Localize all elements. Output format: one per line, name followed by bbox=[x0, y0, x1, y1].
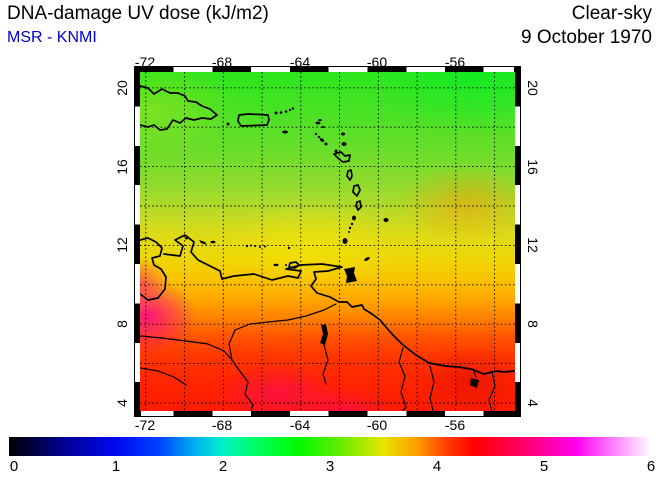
lat-tick-right: 20 bbox=[525, 80, 541, 96]
lat-tick-left: 16 bbox=[114, 159, 130, 175]
graticule bbox=[140, 72, 515, 411]
lat-tick-right: 8 bbox=[525, 320, 541, 328]
colorbar bbox=[9, 437, 651, 456]
small-islands bbox=[184, 107, 479, 388]
lat-tick-right: 16 bbox=[525, 159, 541, 175]
lat-tick-left: 12 bbox=[114, 237, 130, 253]
map-frame-right bbox=[514, 66, 521, 417]
colorbar-tick: 4 bbox=[432, 458, 442, 475]
lat-tick-right: 4 bbox=[525, 399, 541, 407]
lon-tick-top: -56 bbox=[444, 54, 466, 70]
lat-tick-left: 4 bbox=[114, 399, 130, 407]
map-canvas bbox=[140, 72, 515, 411]
page-title: DNA-damage UV dose (kJ/m2) bbox=[7, 3, 269, 24]
lon-tick-bottom: -72 bbox=[134, 417, 156, 433]
coastline-grid-overlay bbox=[140, 72, 515, 411]
colorbar-tick: 6 bbox=[646, 458, 656, 475]
colorbar-tick: 3 bbox=[325, 458, 335, 475]
lon-tick-top: -68 bbox=[211, 54, 233, 70]
colorbar-tick: 1 bbox=[111, 458, 121, 475]
lon-tick-bottom: -56 bbox=[444, 417, 466, 433]
date-label: 9 October 1970 bbox=[521, 27, 652, 48]
colorbar-tick: 0 bbox=[9, 458, 19, 475]
sky-condition-label: Clear-sky bbox=[571, 3, 652, 24]
coastlines bbox=[140, 85, 515, 411]
lon-tick-bottom: -60 bbox=[366, 417, 388, 433]
colorbar-tick: 2 bbox=[218, 458, 228, 475]
map-frame-bottom bbox=[134, 410, 521, 417]
lon-tick-bottom: -68 bbox=[211, 417, 233, 433]
lat-tick-right: 12 bbox=[525, 237, 541, 253]
lon-tick-top: -72 bbox=[134, 54, 156, 70]
lon-tick-top: -60 bbox=[366, 54, 388, 70]
lat-tick-left: 20 bbox=[114, 80, 130, 96]
colorbar-tick: 5 bbox=[539, 458, 549, 475]
lat-tick-left: 8 bbox=[114, 320, 130, 328]
lon-tick-bottom: -64 bbox=[289, 417, 311, 433]
source-label: MSR - KNMI bbox=[7, 29, 97, 46]
lon-tick-top: -64 bbox=[289, 54, 311, 70]
